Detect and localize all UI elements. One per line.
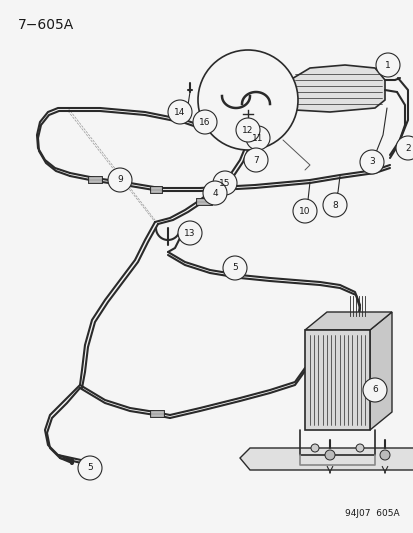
Circle shape	[355, 444, 363, 452]
Circle shape	[292, 199, 316, 223]
Circle shape	[245, 126, 269, 150]
Text: 8: 8	[331, 200, 337, 209]
Text: 7: 7	[252, 156, 258, 165]
Text: 12: 12	[242, 125, 253, 134]
Text: 2: 2	[404, 143, 410, 152]
Text: 15: 15	[219, 179, 230, 188]
Circle shape	[310, 444, 318, 452]
Polygon shape	[369, 312, 391, 430]
Polygon shape	[240, 448, 413, 470]
Circle shape	[197, 50, 297, 150]
Text: 6: 6	[371, 385, 377, 394]
Text: 16: 16	[199, 117, 210, 126]
Text: 4: 4	[212, 189, 217, 198]
Circle shape	[375, 53, 399, 77]
Text: 9: 9	[117, 175, 123, 184]
Polygon shape	[304, 312, 391, 330]
Circle shape	[324, 450, 334, 460]
Polygon shape	[284, 65, 384, 112]
Text: 11: 11	[252, 133, 263, 142]
Text: 5: 5	[87, 464, 93, 472]
Text: 14: 14	[174, 108, 185, 117]
Circle shape	[395, 136, 413, 160]
Polygon shape	[304, 330, 369, 430]
Circle shape	[108, 168, 132, 192]
Circle shape	[362, 378, 386, 402]
Circle shape	[223, 256, 247, 280]
Text: 10: 10	[299, 206, 310, 215]
Circle shape	[235, 118, 259, 142]
Circle shape	[78, 456, 102, 480]
Text: 13: 13	[184, 229, 195, 238]
Text: 94J07  605A: 94J07 605A	[344, 509, 399, 518]
Text: 3: 3	[368, 157, 374, 166]
Circle shape	[192, 110, 216, 134]
Circle shape	[178, 221, 202, 245]
Text: 5: 5	[232, 263, 237, 272]
Circle shape	[379, 450, 389, 460]
Circle shape	[359, 150, 383, 174]
Circle shape	[212, 171, 236, 195]
Text: 1: 1	[384, 61, 390, 69]
Circle shape	[168, 100, 192, 124]
Text: 7−605A: 7−605A	[18, 18, 74, 32]
Circle shape	[243, 148, 267, 172]
Circle shape	[322, 193, 346, 217]
Circle shape	[202, 181, 226, 205]
